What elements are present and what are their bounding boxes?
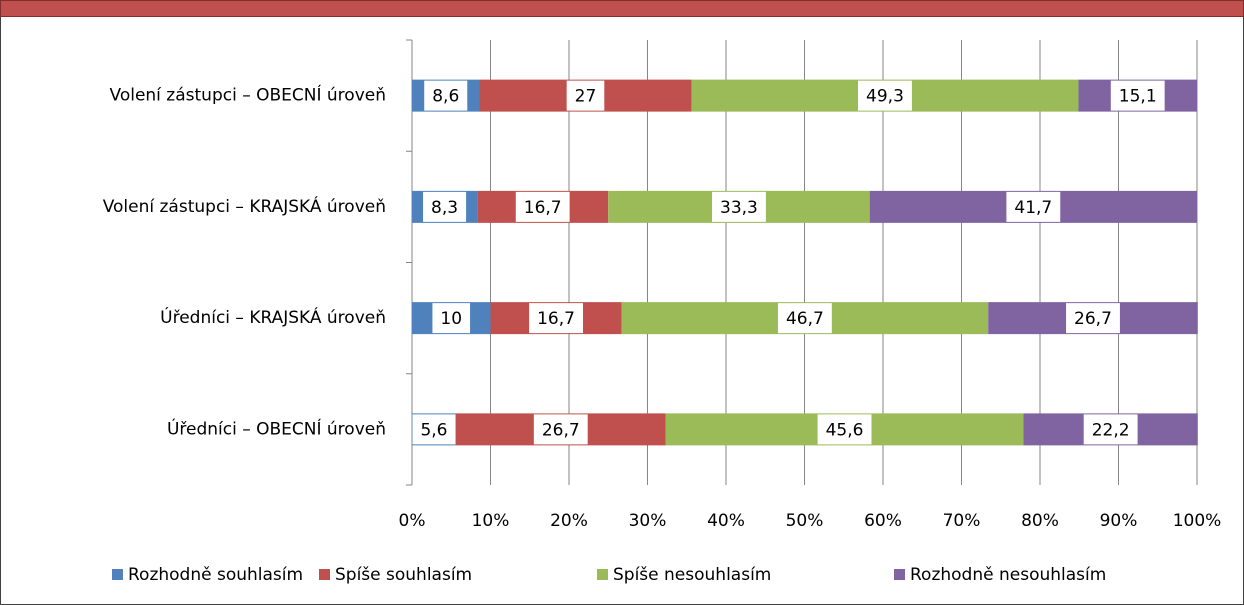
- data-label-box: [515, 191, 570, 222]
- data-label-box: [529, 303, 583, 334]
- data-label: 16,7: [524, 198, 562, 218]
- data-label: 27: [575, 87, 597, 107]
- data-label-box: [412, 414, 456, 445]
- legend-label: Rozhodně nesouhlasím: [910, 565, 1106, 585]
- data-label-box: [1083, 414, 1138, 445]
- y-tick-label: Úředníci – OBECNÍ úroveň: [167, 417, 386, 439]
- data-label: 26,7: [1074, 309, 1112, 329]
- data-label: 41,7: [1014, 198, 1052, 218]
- legend-label: Rozhodně souhlasím: [128, 565, 303, 585]
- data-label: 8,6: [432, 87, 459, 107]
- data-label-box: [533, 414, 588, 445]
- data-label-box: [1006, 191, 1061, 222]
- data-label-box: [423, 191, 467, 222]
- data-label-box: [1066, 303, 1120, 334]
- data-label: 26,7: [542, 420, 580, 440]
- header-band: [0, 0, 1244, 17]
- x-tick-label: 50%: [786, 511, 824, 531]
- legend-swatch: [597, 569, 608, 580]
- x-tick-label: 30%: [629, 511, 667, 531]
- data-label-box: [1110, 80, 1165, 111]
- x-tick-label: 60%: [864, 511, 902, 531]
- data-label: 49,3: [866, 87, 904, 107]
- data-label: 8,3: [431, 198, 458, 218]
- data-label-box: [858, 80, 912, 111]
- legend-label: Spíše nesouhlasím: [613, 565, 771, 585]
- data-label: 16,7: [537, 309, 575, 329]
- x-tick-label: 70%: [943, 511, 981, 531]
- data-label-box: [566, 80, 605, 111]
- data-label-box: [817, 414, 872, 445]
- x-tick-label: 80%: [1021, 511, 1059, 531]
- data-label: 33,3: [720, 198, 758, 218]
- y-tick-label: Volení zástupci – KRAJSKÁ úroveň: [103, 195, 386, 217]
- data-label: 5,6: [420, 420, 447, 440]
- x-tick-label: 40%: [707, 511, 745, 531]
- x-tick-label: 10%: [472, 511, 510, 531]
- data-label: 45,6: [826, 420, 864, 440]
- data-label: 10: [440, 309, 462, 329]
- legend-swatch: [112, 569, 123, 580]
- legend-swatch: [894, 569, 905, 580]
- data-label: 15,1: [1119, 87, 1157, 107]
- x-tick-label: 90%: [1100, 511, 1138, 531]
- data-label: 46,7: [786, 309, 824, 329]
- x-tick-label: 100%: [1173, 511, 1222, 531]
- data-label-box: [432, 303, 471, 334]
- x-tick-label: 0%: [399, 511, 426, 531]
- data-label-box: [777, 303, 832, 334]
- x-tick-label: 20%: [550, 511, 588, 531]
- data-label: 22,2: [1092, 420, 1130, 440]
- data-label-box: [424, 80, 468, 111]
- y-tick-label: Úředníci – KRAJSKÁ úroveň: [160, 306, 386, 328]
- legend-label: Spíše souhlasím: [335, 565, 472, 585]
- legend-swatch: [319, 569, 330, 580]
- y-tick-label: Volení zástupci – OBECNÍ úroveň: [110, 84, 386, 106]
- data-label-box: [712, 191, 766, 222]
